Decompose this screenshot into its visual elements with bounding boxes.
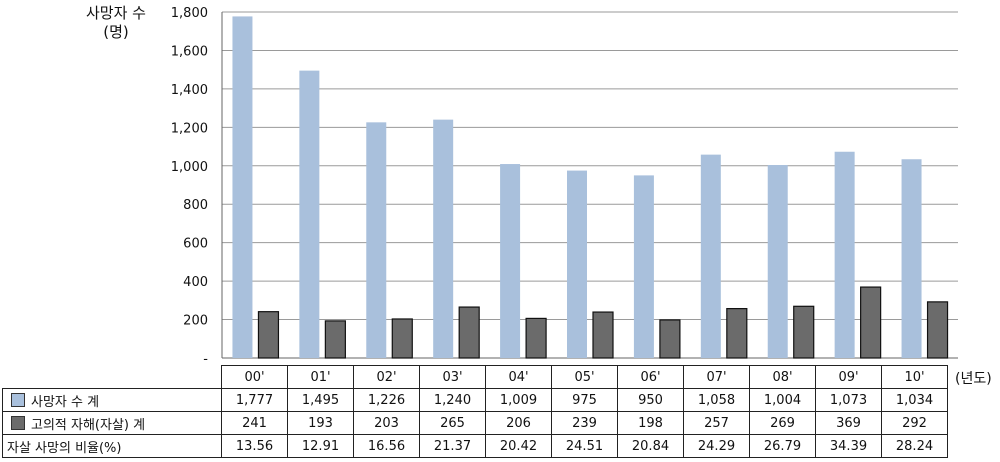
category-label: 10': [881, 365, 948, 389]
series-label: 자살 사망의 비율(%): [2, 434, 222, 458]
y-tick-label: 1,000: [171, 160, 208, 175]
data-label: 203: [353, 411, 420, 435]
data-label: 16.56: [353, 434, 420, 458]
data-label: 265: [419, 411, 486, 435]
data-label: 1,009: [485, 388, 552, 412]
bar-total-deaths: [433, 119, 454, 359]
bar-total-deaths: [232, 16, 253, 358]
series-name: 사망자 수 계: [31, 394, 100, 410]
data-label: 1,058: [683, 388, 750, 412]
bar-total-deaths: [366, 122, 387, 358]
data-label: 24.29: [683, 434, 750, 458]
data-label: 1,240: [419, 388, 486, 412]
bar-chart: - 200 400 600 800 1,000 1,200 1,400 1,600 1,800: [171, 6, 958, 365]
bar-suicide-deaths: [926, 301, 949, 359]
bar-total-deaths: [299, 70, 320, 358]
table-row: 고의적 자해(자살) 계 241 193 203 265 206 239 198 257 269 3…: [2, 411, 948, 435]
x-axis-unit: (년도): [955, 371, 992, 387]
series-label: 고의적 자해(자살) 계: [2, 411, 222, 435]
bar-suicide-deaths: [525, 317, 547, 359]
bar-suicide-deaths: [592, 311, 614, 359]
data-label: 34.39: [815, 434, 882, 458]
y-tick-label: 200: [183, 314, 208, 329]
bar-total-deaths: [834, 151, 855, 358]
data-label: 241: [221, 411, 288, 435]
bar-total-deaths: [700, 154, 721, 358]
data-label: 269: [749, 411, 816, 435]
bar-total-deaths: [767, 165, 788, 358]
bar-suicide-deaths: [324, 320, 346, 359]
y-tick-label: 1,800: [171, 6, 208, 21]
legend-key: [11, 415, 25, 430]
table-corner: [2, 365, 222, 389]
table-row: 자살 사망의 비율(%) 13.56 12.91 16.56 21.37 20.42 24.…: [2, 434, 948, 458]
category-label: 09': [815, 365, 882, 389]
data-label: 20.42: [485, 434, 552, 458]
data-label: 1,777: [221, 388, 288, 412]
bar-suicide-deaths: [391, 318, 413, 359]
data-label: 1,034: [881, 388, 948, 412]
category-label: 05': [551, 365, 618, 389]
y-tick-label: 1,600: [171, 44, 208, 59]
y-tick-label: 600: [183, 237, 208, 252]
data-label: 21.37: [419, 434, 486, 458]
data-label: 13.56: [221, 434, 288, 458]
category-label: 07': [683, 365, 750, 389]
category-label: 01': [287, 365, 354, 389]
data-label: 1,073: [815, 388, 882, 412]
data-label: 1,226: [353, 388, 420, 412]
category-label: 08': [749, 365, 816, 389]
data-label: 206: [485, 411, 552, 435]
data-label: 950: [617, 388, 684, 412]
data-table: 00' 01' 02' 03' 04' 05' 06' 07' 08' 09' 10' 사망자 수 계…: [2, 365, 948, 458]
y-tick-label: 1,400: [171, 83, 208, 98]
data-label: 239: [551, 411, 618, 435]
bar-total-deaths: [633, 175, 654, 358]
series-name: 자살 사망의 비율(%): [7, 440, 122, 456]
table-header-row: 00' 01' 02' 03' 04' 05' 06' 07' 08' 09' 10': [2, 365, 948, 389]
bar-total-deaths: [567, 170, 587, 358]
data-label: 257: [683, 411, 750, 435]
data-label: 1,495: [287, 388, 354, 412]
y-tick-label: -: [203, 352, 208, 365]
data-label: 12.91: [287, 434, 354, 458]
series-label: 사망자 수 계: [2, 388, 222, 412]
bar-suicide-deaths: [860, 286, 882, 359]
bar-suicide-deaths: [726, 307, 748, 359]
y-axis-title: 사망자 수 (명): [86, 4, 146, 41]
bar-suicide-deaths: [257, 311, 280, 359]
data-label: 193: [287, 411, 354, 435]
bar-suicide-deaths: [659, 319, 681, 359]
bar-suicide-deaths: [458, 306, 480, 359]
y-tick-label: 800: [183, 198, 208, 213]
table-row: 사망자 수 계 1,777 1,495 1,226 1,240 1,009 975 950 1,…: [2, 388, 948, 412]
data-label: 1,004: [749, 388, 816, 412]
bar-suicide-deaths: [793, 305, 815, 359]
category-label: 03': [419, 365, 486, 389]
data-label: 369: [815, 411, 882, 435]
data-label: 198: [617, 411, 684, 435]
y-tick-label: 1,200: [171, 121, 208, 136]
y-tick-label: 400: [183, 275, 208, 290]
category-label: 04': [485, 365, 552, 389]
category-label: 02': [353, 365, 420, 389]
category-label: 06': [617, 365, 684, 389]
data-label: 28.24: [881, 434, 948, 458]
series-name: 고의적 자해(자살) 계: [31, 417, 146, 433]
data-label: 292: [881, 411, 948, 435]
legend-key: [11, 392, 25, 407]
bar-total-deaths: [500, 164, 521, 358]
data-label: 26.79: [749, 434, 816, 458]
category-label: 00': [221, 365, 288, 389]
data-label: 24.51: [551, 434, 618, 458]
bar-total-deaths: [901, 159, 922, 358]
data-label: 975: [551, 388, 618, 412]
data-label: 20.84: [617, 434, 684, 458]
